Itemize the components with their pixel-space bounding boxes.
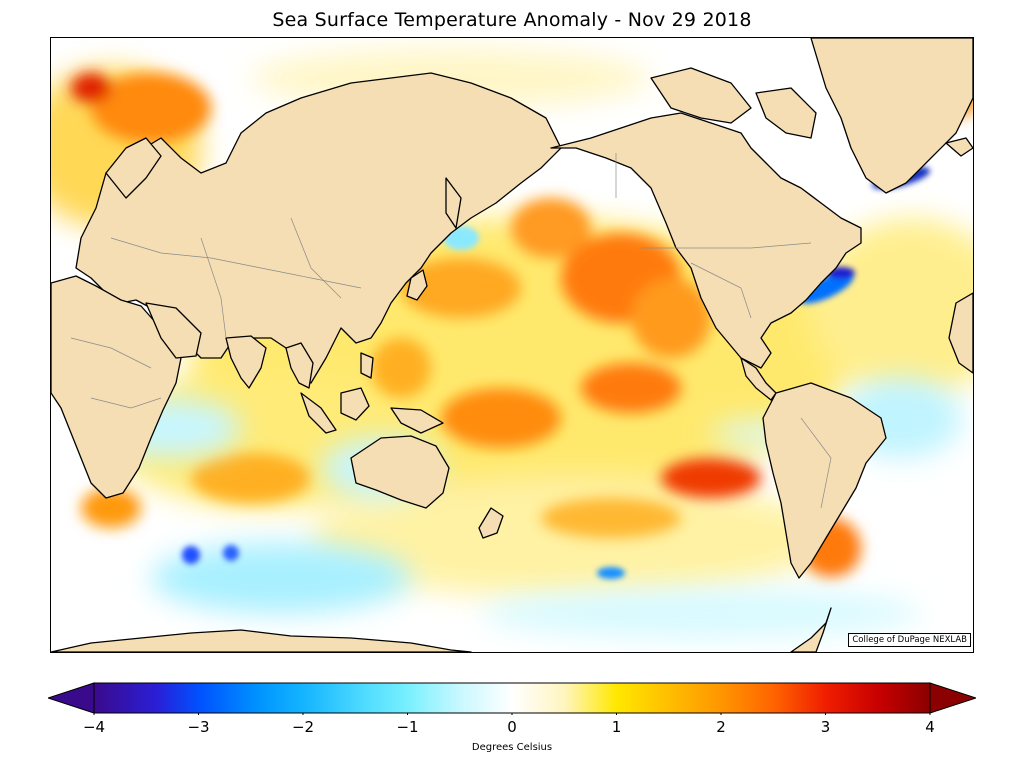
colorbar-label: Degrees Celsius [471, 742, 553, 753]
colorbar-tick-label: −1 [396, 718, 419, 736]
colorbar-tick-label: 1 [611, 718, 622, 736]
colorbar-tick-label: 4 [925, 718, 935, 736]
colorbar-tick-label: −4 [82, 718, 106, 736]
anomaly-map [51, 38, 973, 652]
new-guinea-landmass [390, 407, 444, 434]
warm-anomaly-cores [71, 73, 973, 578]
antarctica-peninsula [790, 607, 832, 652]
country-borders [70, 153, 832, 509]
antarctica-landmass [51, 629, 472, 652]
credit-label: College of DuPage NEXLAB [848, 633, 971, 647]
greenland-landmass [810, 38, 973, 194]
new-zealand-landmass [478, 507, 504, 539]
colorbar-tick-label: 0 [507, 718, 517, 736]
africa-landmass [51, 275, 182, 499]
colorbar-extend-max [929, 682, 976, 714]
colorbar-extend-min [48, 682, 95, 714]
colorbar [48, 682, 976, 715]
arabia-landmass [145, 302, 202, 359]
colorbar-ticks [93, 713, 931, 715]
colorbar-bar [93, 682, 931, 714]
west-africa-edge [948, 292, 973, 374]
baffin-island [755, 87, 817, 139]
colorbar-tick-label: −3 [187, 718, 210, 736]
colorbar-tick-label: 3 [820, 718, 831, 736]
colorbar-tick-label: 2 [716, 718, 726, 736]
indochina-landmass [285, 342, 314, 389]
borneo-landmass [340, 387, 370, 421]
north-america-landmass [550, 112, 862, 369]
south-america-landmass [762, 382, 887, 579]
india-landmass [225, 335, 267, 389]
kamchatka-landmass [445, 177, 462, 229]
colorbar-tick-label: −2 [291, 718, 315, 736]
arctic-islands [650, 67, 752, 124]
map-frame: College of DuPage NEXLAB [50, 37, 974, 653]
land-masses [51, 38, 973, 652]
philippines-landmass [360, 352, 374, 379]
iceland-landmass [945, 137, 973, 157]
japan-landmass [406, 269, 428, 301]
sumatra-landmass [300, 392, 337, 434]
australia-landmass [350, 435, 450, 509]
figure-title: Sea Surface Temperature Anomaly - Nov 29… [272, 9, 752, 31]
scandinavia-landmass [105, 137, 162, 199]
